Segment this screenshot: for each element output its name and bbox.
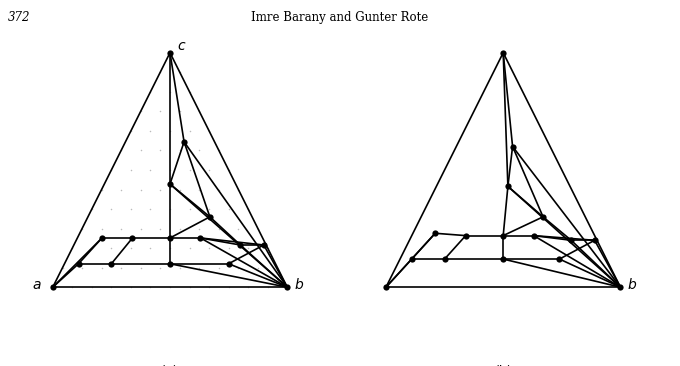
- Point: [223, 167, 234, 173]
- Point: [223, 284, 234, 290]
- Point: [145, 245, 156, 251]
- Text: $c$: $c$: [177, 39, 186, 53]
- Point: [174, 187, 185, 193]
- Point: [96, 226, 107, 232]
- Point: [155, 187, 166, 193]
- Point: [194, 226, 205, 232]
- Point: [214, 187, 224, 193]
- Point: [174, 69, 185, 75]
- Point: [184, 245, 195, 251]
- Point: [106, 167, 117, 173]
- Point: [165, 206, 175, 212]
- Point: [135, 187, 146, 193]
- Point: [252, 265, 263, 270]
- Text: $b$: $b$: [627, 277, 637, 292]
- Point: [203, 128, 214, 134]
- Point: [194, 265, 205, 270]
- Point: [116, 226, 126, 232]
- Point: [135, 108, 146, 114]
- Text: (b): (b): [494, 365, 512, 366]
- Point: [135, 226, 146, 232]
- Point: [223, 206, 234, 212]
- Point: [155, 265, 166, 270]
- Point: [48, 284, 58, 290]
- Point: [184, 206, 195, 212]
- Point: [145, 284, 156, 290]
- Point: [86, 284, 97, 290]
- Point: [126, 167, 137, 173]
- Point: [194, 147, 205, 153]
- Point: [155, 108, 166, 114]
- Point: [282, 284, 292, 290]
- Point: [243, 245, 254, 251]
- Point: [184, 128, 195, 134]
- Point: [203, 206, 214, 212]
- Point: [194, 187, 205, 193]
- Point: [203, 284, 214, 290]
- Point: [126, 245, 137, 251]
- Point: [165, 128, 175, 134]
- Point: [174, 147, 185, 153]
- Point: [262, 245, 273, 251]
- Point: [233, 265, 244, 270]
- Point: [214, 265, 224, 270]
- Point: [116, 187, 126, 193]
- Point: [252, 226, 263, 232]
- Point: [116, 147, 126, 153]
- Point: [184, 89, 195, 95]
- Point: [126, 284, 137, 290]
- Point: [174, 226, 185, 232]
- Point: [106, 206, 117, 212]
- Point: [77, 265, 88, 270]
- Point: [165, 50, 175, 56]
- Point: [272, 265, 283, 270]
- Point: [214, 147, 224, 153]
- Point: [243, 284, 254, 290]
- Point: [155, 226, 166, 232]
- Point: [145, 206, 156, 212]
- Point: [67, 245, 78, 251]
- Point: [165, 89, 175, 95]
- Point: [174, 108, 185, 114]
- Point: [165, 245, 175, 251]
- Point: [165, 284, 175, 290]
- Point: [174, 265, 185, 270]
- Point: [262, 284, 273, 290]
- Point: [194, 108, 205, 114]
- Point: [106, 284, 117, 290]
- Point: [203, 167, 214, 173]
- Point: [233, 226, 244, 232]
- Text: 372: 372: [8, 11, 31, 24]
- Point: [184, 284, 195, 290]
- Point: [126, 206, 137, 212]
- Point: [67, 284, 78, 290]
- Text: $b$: $b$: [294, 277, 304, 292]
- Point: [96, 265, 107, 270]
- Point: [106, 245, 117, 251]
- Point: [86, 245, 97, 251]
- Point: [145, 167, 156, 173]
- Text: (a): (a): [161, 365, 179, 366]
- Point: [155, 69, 166, 75]
- Point: [223, 245, 234, 251]
- Point: [184, 167, 195, 173]
- Point: [203, 245, 214, 251]
- Point: [135, 265, 146, 270]
- Point: [233, 187, 244, 193]
- Text: $a$: $a$: [31, 278, 41, 292]
- Point: [77, 226, 88, 232]
- Text: Imre Barany and Gunter Rote: Imre Barany and Gunter Rote: [252, 11, 428, 24]
- Point: [126, 128, 137, 134]
- Point: [145, 128, 156, 134]
- Point: [96, 187, 107, 193]
- Point: [243, 206, 254, 212]
- Point: [214, 226, 224, 232]
- Point: [155, 147, 166, 153]
- Point: [116, 265, 126, 270]
- Point: [86, 206, 97, 212]
- Point: [145, 89, 156, 95]
- Point: [165, 167, 175, 173]
- Point: [135, 147, 146, 153]
- Point: [57, 265, 68, 270]
